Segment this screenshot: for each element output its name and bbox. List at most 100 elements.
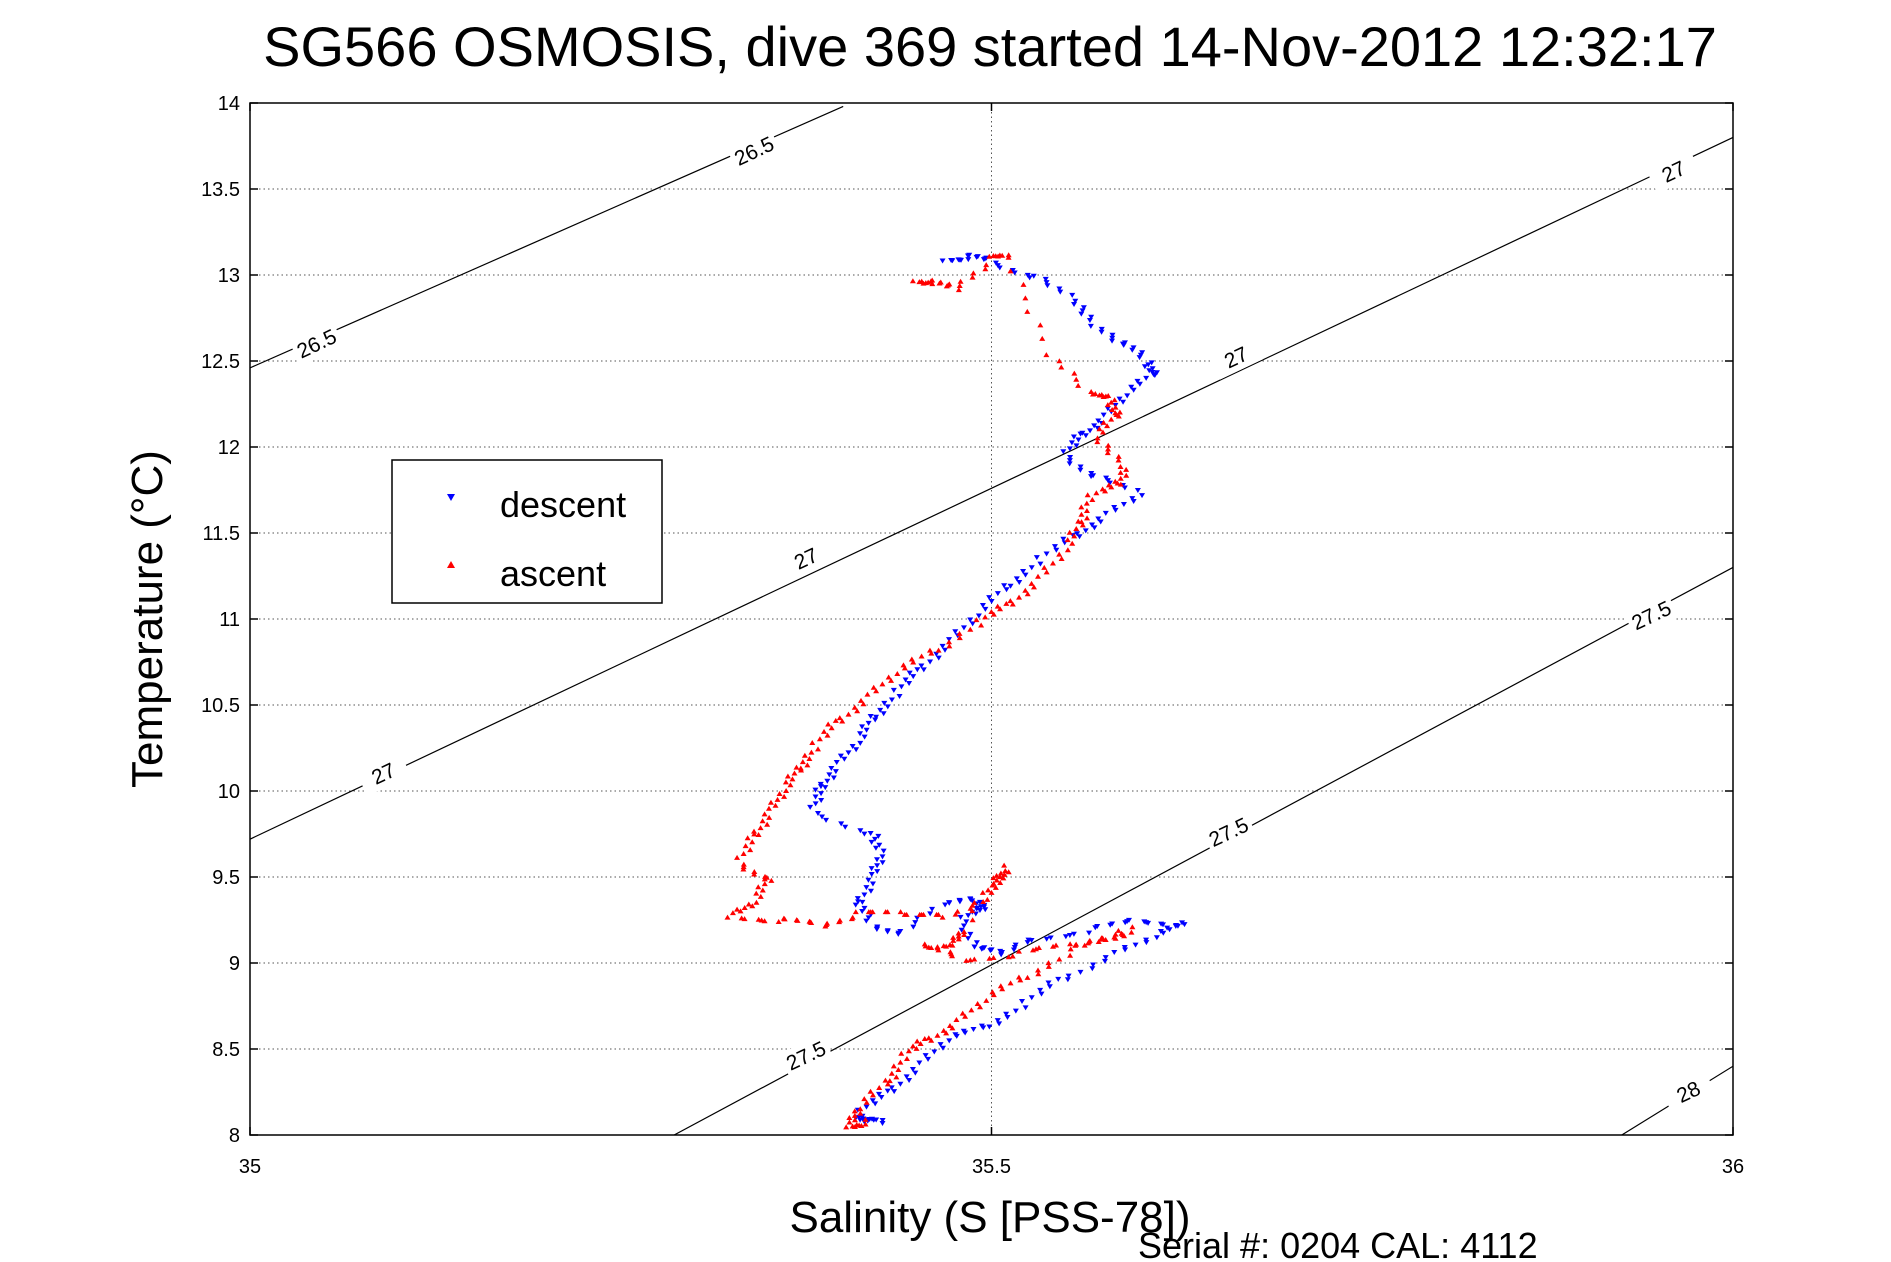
ascent-point: [1007, 980, 1014, 986]
descent-point: [863, 885, 870, 891]
descent-point: [929, 906, 936, 912]
ascent-point: [1009, 601, 1016, 607]
ascent-point: [1096, 426, 1103, 432]
descent-point: [1047, 935, 1054, 941]
ascent-point: [867, 1088, 874, 1094]
ascent-point: [928, 650, 935, 656]
descent-point: [1145, 362, 1152, 368]
ascent-point: [894, 671, 901, 677]
ascent-point: [952, 911, 959, 917]
ascent-point: [849, 1123, 856, 1129]
descent-point: [1007, 583, 1014, 589]
ascent-point: [996, 252, 1003, 258]
descent-point: [855, 899, 862, 905]
descent-point: [920, 667, 927, 673]
descent-point: [1145, 920, 1152, 926]
ascent-point: [1035, 971, 1042, 977]
ascent-point: [851, 1117, 858, 1123]
descent-point: [1077, 431, 1084, 437]
ascent-point: [1075, 382, 1082, 388]
descent-point: [1132, 942, 1139, 948]
ascent-point: [852, 909, 859, 915]
ascent-point: [955, 930, 962, 936]
ascent-point: [846, 1115, 853, 1121]
ascent-point: [990, 253, 997, 259]
ascent-point: [997, 879, 1004, 885]
descent-point: [925, 1056, 932, 1062]
ascent-point: [1100, 393, 1107, 399]
ascent-point: [1071, 533, 1078, 539]
ascent-point: [982, 614, 989, 620]
ascent-point: [983, 262, 990, 268]
ascent-point: [1115, 413, 1122, 419]
descent-point: [817, 784, 824, 790]
y-tick-label: 14: [218, 93, 240, 115]
ascent-point: [864, 691, 871, 697]
ascent-point: [845, 711, 852, 717]
ascent-point: [759, 818, 766, 824]
ascent-point: [869, 909, 876, 915]
ascent-point: [876, 1085, 883, 1091]
descent-point: [1121, 485, 1128, 491]
descent-point: [812, 787, 819, 793]
ascent-point: [1043, 352, 1050, 358]
descent-point: [1001, 583, 1008, 589]
ascent-point: [969, 274, 976, 280]
descent-point: [1159, 922, 1166, 928]
descent-point: [1098, 329, 1105, 335]
descent-point: [996, 1021, 1003, 1027]
ascent-point: [751, 868, 758, 874]
ascent-point: [791, 770, 798, 776]
ascent-point: [888, 677, 895, 683]
descent-point: [873, 857, 880, 863]
descent-point: [879, 1117, 886, 1123]
descent-point: [845, 750, 852, 756]
descent-point: [1044, 283, 1051, 289]
ascent-point: [775, 919, 782, 925]
descent-point: [994, 1018, 1001, 1024]
descent-point: [1003, 1011, 1010, 1017]
legend-box: [391, 459, 663, 604]
descent-point: [910, 674, 917, 680]
ascent-point: [903, 1055, 910, 1061]
descent-point: [1122, 947, 1129, 953]
ascent-point: [1078, 511, 1085, 517]
descent-point: [1069, 292, 1076, 298]
descent-point: [1022, 572, 1029, 578]
ascent-point: [943, 1030, 950, 1036]
descent-point: [1066, 933, 1073, 939]
ascent-point: [1001, 862, 1008, 868]
descent-point: [980, 257, 987, 263]
ascent-point: [893, 1074, 900, 1080]
descent-point: [871, 836, 878, 842]
ascent-point: [781, 793, 788, 799]
ascent-point: [1098, 935, 1105, 941]
descent-point: [898, 684, 905, 690]
descent-point: [1139, 493, 1146, 499]
ascent-point: [977, 1004, 984, 1010]
descent-point: [865, 720, 872, 726]
descent-point: [1078, 311, 1085, 317]
ascent-point: [1108, 399, 1115, 405]
ascent-point: [928, 945, 935, 951]
descent-point: [872, 717, 879, 723]
ascent-point: [839, 718, 846, 724]
descent-point: [1053, 547, 1060, 553]
descent-point: [960, 923, 967, 929]
y-tick-label: 10: [218, 781, 240, 803]
ascent-point: [751, 871, 758, 877]
ascent-point: [905, 1048, 912, 1054]
ascent-point: [914, 1038, 921, 1044]
ascent-point: [782, 779, 789, 785]
ascent-point: [1005, 252, 1012, 258]
ascent-point: [935, 647, 942, 653]
descent-point: [884, 704, 891, 710]
ascent-point: [1049, 560, 1056, 566]
ascent-point: [821, 728, 828, 734]
ascent-point: [747, 847, 754, 853]
y-tick-label: 13.5: [201, 179, 240, 201]
descent-point: [952, 629, 959, 635]
descent-point: [879, 860, 886, 866]
ascent-point: [1020, 281, 1027, 287]
